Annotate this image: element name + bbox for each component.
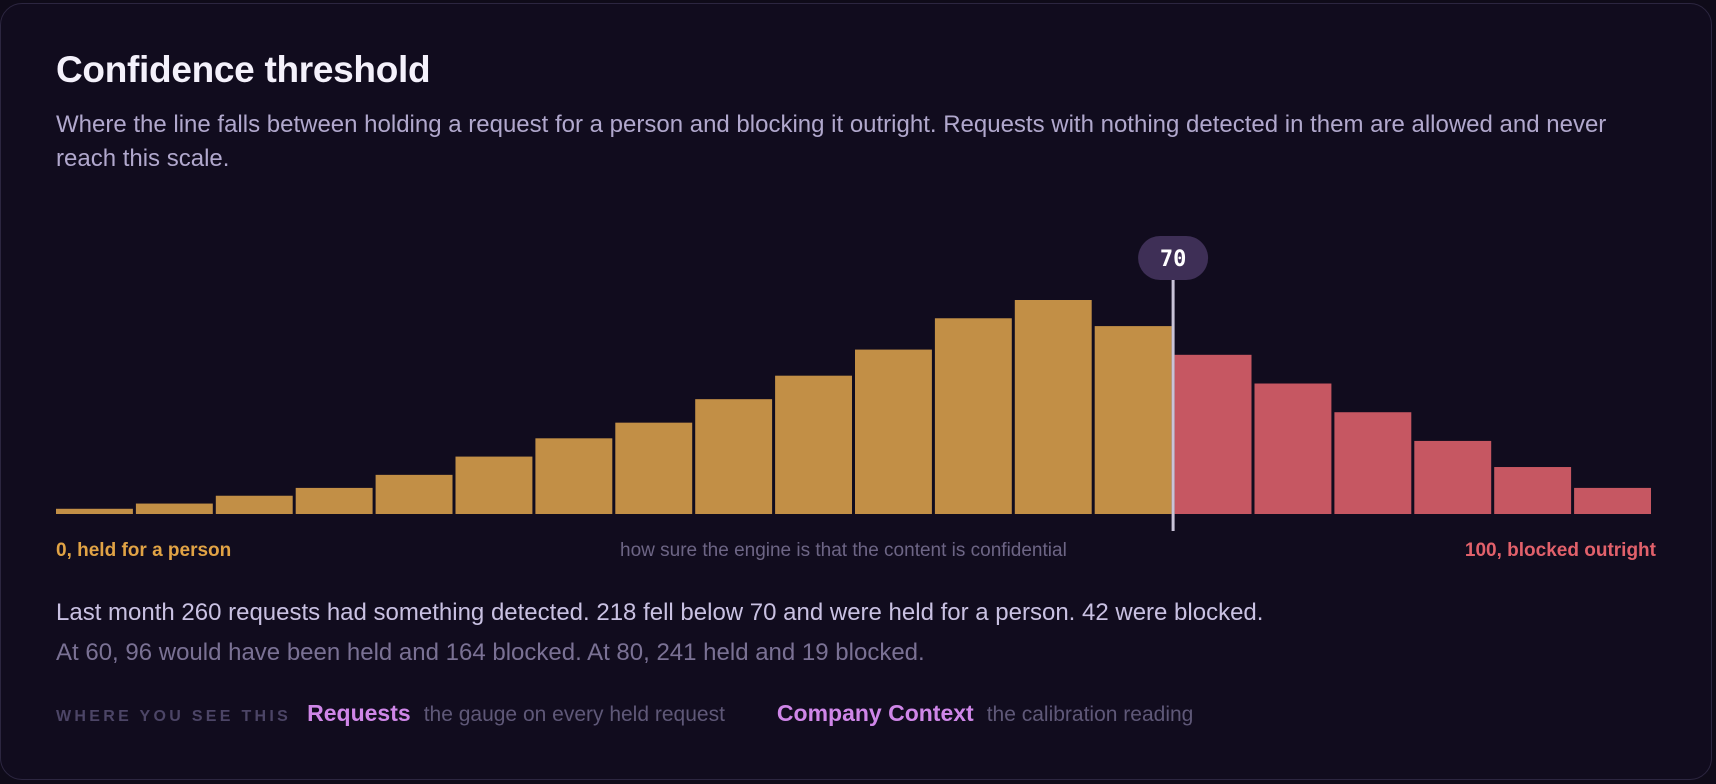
where-you-see-this: WHERE YOU SEE THIS Requests the gauge on… [56, 700, 1193, 730]
requests-link-note: the gauge on every held request [423, 703, 725, 726]
card-title: Confidence threshold [56, 49, 431, 90]
card-description: Where the line falls between holding a r… [56, 111, 1607, 172]
requests-link[interactable]: Requests [307, 700, 411, 726]
axis-max-label: 100, blocked outright [1464, 540, 1656, 561]
stats-what-if: At 60, 96 would have been held and 164 b… [56, 639, 925, 666]
axis-min-label: 0, held for a person [56, 540, 232, 561]
axis-title: how sure the engine is that the content … [620, 540, 1067, 561]
company-context-link[interactable]: Company Context [776, 700, 974, 726]
company-context-link-note: the calibration reading [986, 703, 1194, 726]
stats-summary: Last month 260 requests had something de… [56, 599, 1264, 626]
footer-eyebrow: WHERE YOU SEE THIS [56, 708, 292, 725]
